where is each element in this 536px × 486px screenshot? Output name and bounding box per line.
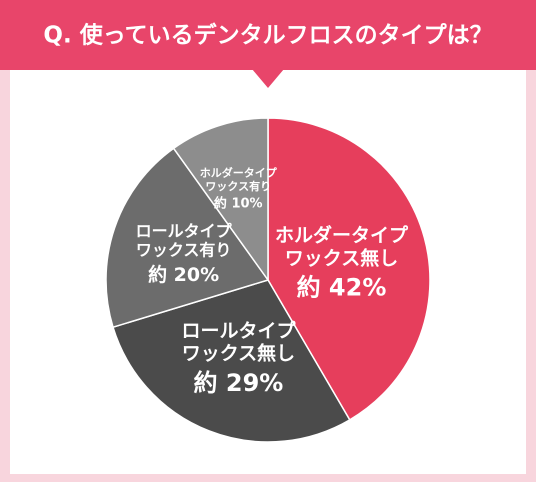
pie-slice	[105, 147, 270, 329]
slice-label: ロールタイプワックス有り	[136, 221, 233, 259]
header	[0, 0, 536, 70]
slice-value-label: 約 20%	[148, 263, 219, 286]
pie-slice	[172, 117, 269, 283]
slice-label: ホルダータイプワックス有り	[200, 166, 278, 193]
pie-slice	[267, 117, 431, 421]
slice-value-label: 約 42%	[297, 274, 387, 302]
pie-slice	[112, 279, 351, 443]
slice-label: ホルダータイプワックス無し	[275, 223, 409, 269]
slice-value-label: 約 29%	[194, 369, 284, 397]
chart-title: Q. 使っているデンタルフロスのタイプは？	[43, 22, 492, 49]
header-notch	[252, 69, 284, 88]
slice-value-label: 約 10%	[214, 195, 263, 211]
slice-label: ロールタイプワックス無し	[181, 318, 296, 364]
